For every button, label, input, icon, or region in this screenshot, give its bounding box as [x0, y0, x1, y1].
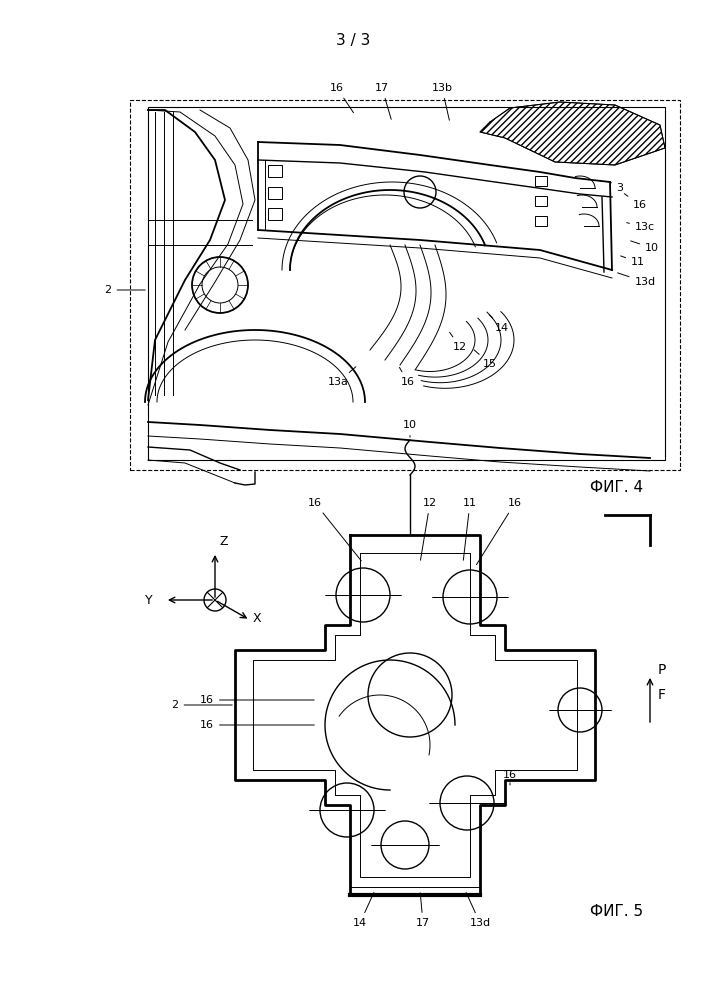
Text: Z: Z [220, 535, 228, 548]
Text: Y: Y [146, 593, 153, 606]
Bar [268, 208, 282, 220]
Text: 11: 11 [463, 498, 477, 560]
Text: 16: 16 [200, 720, 314, 730]
Circle shape [320, 783, 374, 837]
Bar [148, 107, 665, 460]
Text: 16: 16 [200, 695, 314, 705]
Text: 10: 10 [631, 241, 659, 253]
Text: 16: 16 [477, 498, 522, 565]
Circle shape [558, 688, 602, 732]
Text: 13b: 13b [431, 83, 452, 120]
Circle shape [202, 267, 238, 303]
Text: 14: 14 [353, 893, 374, 928]
Text: 12: 12 [421, 498, 437, 560]
Circle shape [368, 653, 452, 737]
Bar [268, 165, 282, 177]
Text: 16: 16 [308, 498, 361, 561]
Bar [535, 176, 547, 186]
Text: 10: 10 [403, 420, 417, 437]
Bar [130, 100, 680, 470]
Circle shape [440, 776, 494, 830]
Text: F: F [658, 688, 666, 702]
Text: ФИГ. 5: ФИГ. 5 [590, 904, 643, 920]
Text: 3 / 3: 3 / 3 [336, 32, 370, 47]
Text: 16: 16 [503, 770, 517, 785]
Text: 2: 2 [105, 285, 145, 295]
Text: 13c: 13c [626, 222, 655, 232]
Circle shape [381, 821, 429, 869]
Circle shape [204, 589, 226, 611]
Text: ФИГ. 4: ФИГ. 4 [590, 481, 643, 495]
Text: X: X [253, 611, 262, 624]
Circle shape [443, 570, 497, 624]
Text: 2: 2 [171, 700, 232, 710]
Text: 15: 15 [474, 350, 497, 369]
Text: 17: 17 [375, 83, 391, 119]
Text: 16: 16 [399, 367, 415, 387]
Text: 16: 16 [330, 83, 354, 113]
Text: 17: 17 [416, 893, 430, 928]
Circle shape [336, 568, 390, 622]
Text: 14: 14 [487, 312, 509, 333]
Text: 13d: 13d [466, 893, 491, 928]
Text: 16: 16 [624, 194, 647, 210]
Bar [535, 196, 547, 206]
Text: P: P [658, 663, 667, 677]
Bar [268, 187, 282, 199]
Text: 11: 11 [621, 256, 645, 267]
Text: 13a: 13a [327, 367, 356, 387]
Bar [535, 216, 547, 226]
Text: 13d: 13d [618, 273, 655, 287]
Text: 3: 3 [610, 182, 624, 193]
Text: 12: 12 [450, 332, 467, 352]
